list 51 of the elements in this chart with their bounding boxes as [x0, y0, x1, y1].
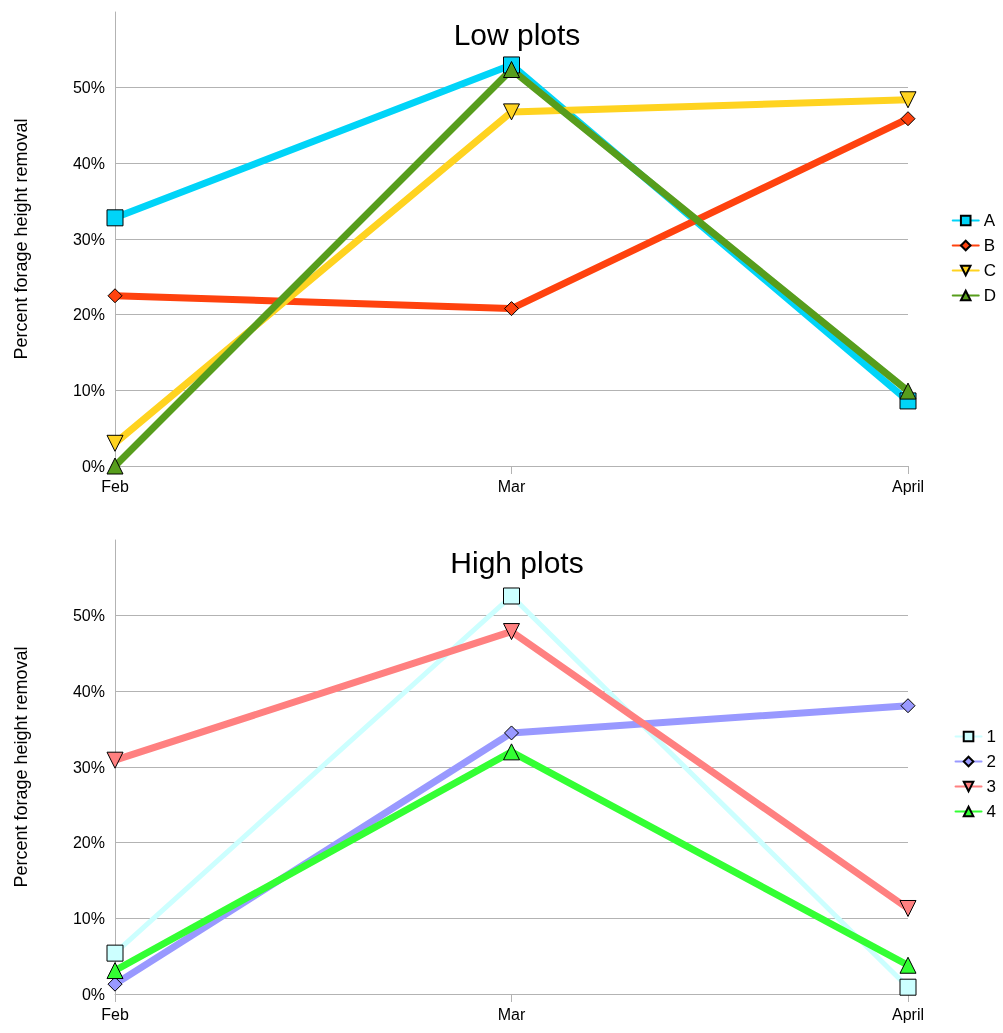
y-tick-label: 40%: [72, 682, 105, 700]
legend-label: 1: [986, 727, 997, 746]
point: [503, 103, 520, 121]
y-tick-label: 20%: [72, 306, 105, 324]
point: [106, 457, 124, 475]
point: [106, 209, 124, 227]
x-tick-label: April: [891, 1005, 925, 1023]
y-tick-label: 0%: [81, 985, 105, 1003]
y-tick-label: 10%: [72, 381, 105, 399]
point: [503, 623, 520, 641]
point: [504, 301, 519, 317]
y-tick-label: 20%: [72, 834, 105, 852]
legend-label: A: [983, 211, 996, 230]
y-tick-label: 50%: [72, 607, 105, 625]
point: [899, 382, 917, 400]
x-tick-label: Feb: [101, 477, 129, 495]
point: [899, 900, 917, 917]
legend-label: C: [983, 261, 996, 280]
point: [106, 751, 124, 769]
point: [504, 725, 519, 741]
chart-title: High plots: [450, 545, 584, 579]
point: [899, 91, 917, 109]
point: [503, 743, 520, 761]
point: [899, 978, 917, 996]
x-tick-label: April: [891, 477, 925, 495]
legend-label: 2: [986, 752, 997, 771]
legend-label: 4: [986, 802, 997, 821]
point: [899, 956, 917, 974]
point: [900, 698, 916, 714]
y-tick-label: 30%: [72, 230, 105, 248]
chart-title: Low plots: [453, 17, 581, 51]
y-tick-label: 10%: [72, 909, 105, 927]
point: [900, 111, 916, 127]
x-tick-label: Mar: [497, 477, 526, 495]
legend-label: 3: [986, 777, 997, 796]
y-tick-label: 50%: [72, 79, 105, 97]
x-tick-label: Feb: [101, 1005, 129, 1023]
y-axis-title: Percent forage height removal: [11, 646, 31, 888]
y-axis-title: Percent forage height removal: [11, 118, 31, 360]
y-tick-label: 30%: [72, 758, 105, 776]
y-tick-label: 0%: [81, 457, 105, 475]
point: [503, 61, 520, 79]
point: [106, 962, 124, 980]
legend-label: D: [983, 286, 996, 305]
point: [503, 587, 520, 605]
point: [106, 944, 124, 962]
y-tick-label: 40%: [72, 154, 105, 172]
legend-label: B: [983, 236, 996, 255]
point: [106, 434, 124, 452]
point: [107, 288, 123, 304]
x-tick-label: Mar: [497, 1005, 526, 1023]
